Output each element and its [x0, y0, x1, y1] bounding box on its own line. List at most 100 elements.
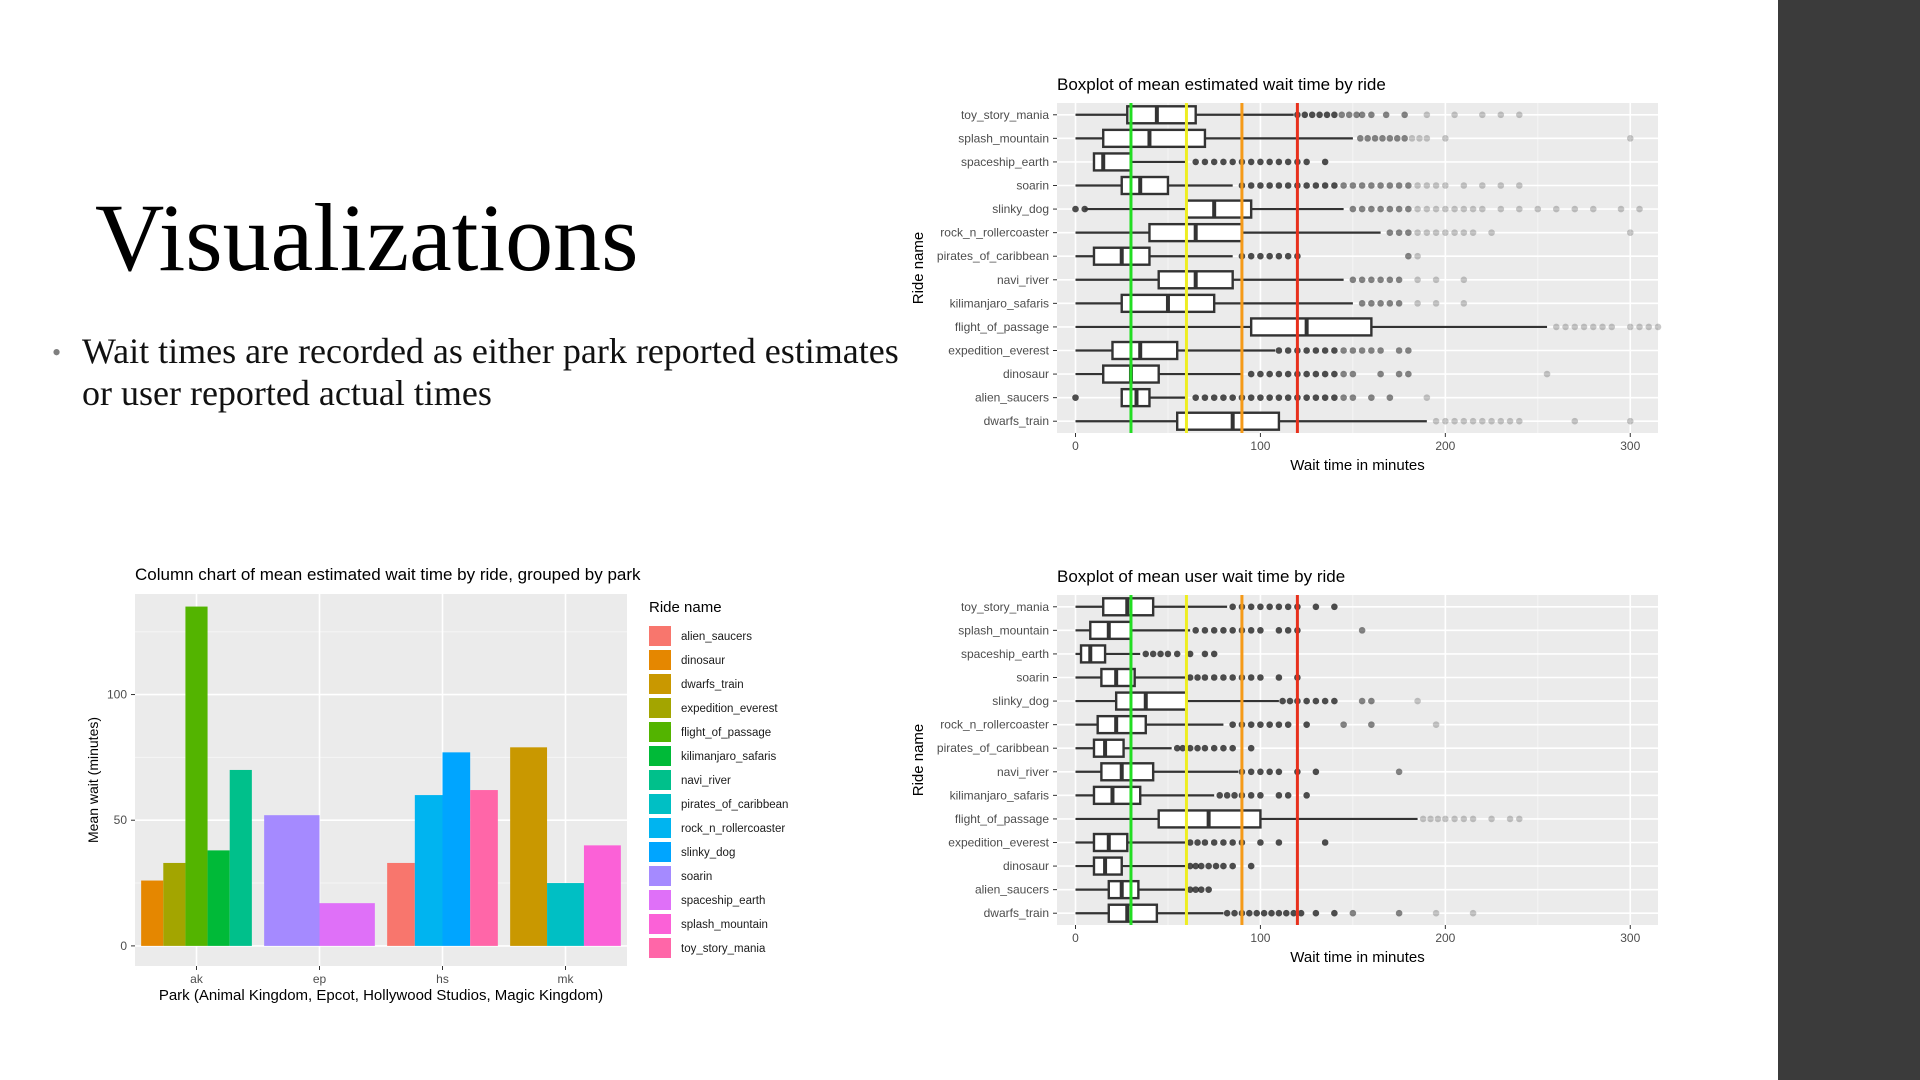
outlier-point — [1231, 792, 1238, 799]
outlier-point — [1247, 394, 1255, 401]
outlier-point — [1371, 135, 1379, 142]
outlier-point — [1516, 182, 1523, 189]
outlier-point — [1201, 650, 1209, 658]
outlier-point — [1312, 394, 1320, 401]
outlier-point — [1552, 323, 1560, 331]
outlier-point — [1220, 627, 1227, 634]
outlier-point — [1257, 370, 1264, 378]
outlier-point — [1246, 909, 1253, 917]
outlier-point — [1247, 603, 1255, 611]
outlier-point — [1286, 697, 1294, 705]
y-tick-label: toy_story_mania — [961, 600, 1049, 614]
bar-dinosaur — [141, 880, 164, 946]
outlier-point — [1321, 347, 1329, 354]
outlier-point — [1247, 674, 1255, 681]
outlier-point — [1220, 862, 1227, 870]
y-tick-label: 50 — [114, 813, 128, 827]
outlier-point — [1434, 815, 1442, 823]
legend-swatch — [649, 938, 671, 958]
outlier-point — [1186, 674, 1194, 681]
outlier-point — [1451, 815, 1458, 823]
outlier-point — [1358, 347, 1366, 354]
outlier-point — [1395, 347, 1403, 354]
outlier-point — [1229, 603, 1236, 611]
legend-swatch — [649, 914, 671, 934]
outlier-point — [1223, 909, 1231, 917]
outlier-point — [1395, 205, 1403, 213]
legend-label: soarin — [681, 871, 712, 883]
outlier-point — [1173, 650, 1181, 658]
outlier-point — [1275, 721, 1283, 728]
outlier-point — [1395, 768, 1403, 776]
outlier-point — [1460, 229, 1468, 236]
outlier-point — [1283, 909, 1290, 917]
outlier-point — [1275, 182, 1283, 189]
legend-label: splash_mountain — [681, 919, 768, 931]
outlier-point — [1377, 347, 1384, 354]
outlier-point — [1405, 370, 1412, 378]
outlier-point — [1340, 721, 1347, 728]
outlier-point — [1266, 394, 1273, 401]
outlier-point — [1395, 276, 1403, 284]
outlier-point — [1321, 370, 1329, 378]
outlier-point — [1358, 111, 1366, 119]
x-tick-label: ep — [313, 972, 327, 986]
bar-toy_story_mania — [470, 790, 498, 946]
y-tick-label: navi_river — [997, 273, 1049, 287]
outlier-point — [1488, 815, 1495, 823]
outlier-point — [1368, 300, 1375, 307]
x-tick-label: 300 — [1620, 931, 1640, 945]
outlier-point — [1303, 182, 1310, 189]
outlier-point — [1247, 182, 1255, 189]
outlier-point — [1229, 394, 1236, 401]
outlier-point — [1201, 839, 1209, 846]
outlier-point — [1405, 182, 1412, 189]
y-tick-label: splash_mountain — [958, 131, 1049, 145]
outlier-point — [1266, 768, 1273, 776]
outlier-point — [1379, 135, 1386, 142]
outlier-point — [1192, 158, 1199, 166]
outlier-point — [1405, 252, 1412, 260]
outlier-point — [1192, 862, 1199, 870]
outlier-point — [1460, 205, 1468, 213]
outlier-point — [1303, 394, 1310, 401]
outlier-point — [1377, 205, 1384, 213]
y-tick-label: 100 — [107, 688, 127, 702]
outlier-point — [1275, 627, 1283, 634]
boxplot-user-chart: Boxplot of mean user wait time by ride 0 1… — [910, 567, 1658, 966]
outlier-point — [1312, 909, 1320, 917]
column-chart: Column chart of mean estimated wait time… — [85, 565, 788, 1004]
outlier-point — [1349, 909, 1357, 917]
outlier-point — [1393, 135, 1401, 142]
outlier-point — [1220, 839, 1227, 846]
outlier-point — [1192, 394, 1199, 401]
x-axis-title: Park (Animal Kingdom, Epcot, Hollywood S… — [159, 987, 603, 1004]
box-iqr — [1126, 105, 1197, 125]
outlier-point — [1197, 886, 1205, 893]
outlier-point — [1516, 205, 1523, 213]
y-tick-label: navi_river — [997, 765, 1049, 779]
outlier-point — [1340, 182, 1347, 189]
legend-label: expedition_everest — [681, 703, 778, 715]
legend-swatch — [649, 650, 671, 670]
outlier-point — [1488, 229, 1495, 236]
y-axis-title: Ride name — [910, 232, 927, 305]
outlier-point — [1275, 158, 1283, 166]
outlier-point — [1479, 182, 1486, 189]
outlier-point — [1331, 394, 1338, 401]
outlier-point — [1349, 182, 1357, 189]
outlier-point — [1275, 674, 1283, 681]
outlier-point — [1386, 229, 1394, 236]
outlier-point — [1414, 252, 1421, 260]
outlier-point — [1460, 276, 1468, 284]
outlier-point — [1231, 909, 1238, 917]
outlier-point — [1377, 300, 1384, 307]
outlier-point — [1349, 205, 1357, 213]
outlier-point — [1414, 276, 1421, 284]
chart-title: Boxplot of mean estimated wait time by r… — [1057, 75, 1386, 94]
outlier-point — [1257, 768, 1264, 776]
box-iqr — [1111, 340, 1179, 361]
outlier-point — [1266, 721, 1273, 728]
outlier-point — [1479, 417, 1486, 425]
legend-label: pirates_of_caribbean — [681, 799, 788, 811]
